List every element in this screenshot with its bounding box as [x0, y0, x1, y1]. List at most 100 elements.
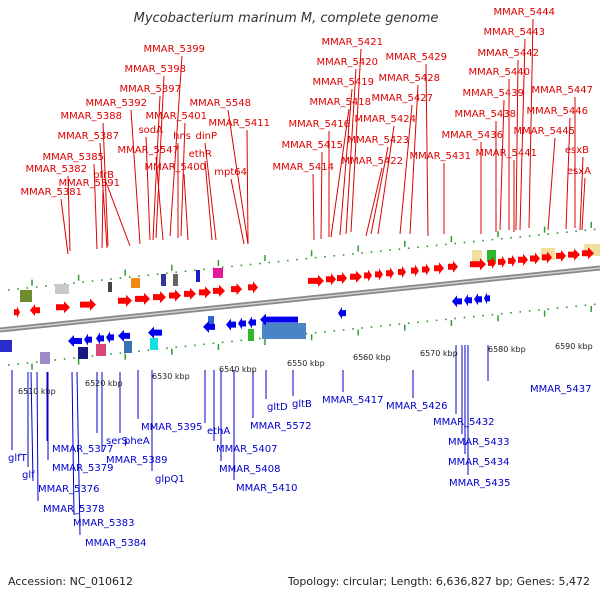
gene-label-bfrb[interactable]: bfrB	[93, 170, 114, 181]
gene-label-mmar-5424[interactable]: MMAR_5424	[355, 114, 417, 125]
reverse-gene-arrow[interactable]	[474, 293, 482, 306]
gene-label-mmar-5423[interactable]: MMAR_5423	[348, 135, 410, 146]
forward-gene-arrow[interactable]	[153, 291, 166, 304]
feature-block[interactable]	[208, 316, 214, 328]
gene-label-mmar-5429[interactable]: MMAR_5429	[386, 52, 448, 63]
forward-gene-arrow[interactable]	[135, 292, 150, 305]
forward-gene-arrow[interactable]	[448, 260, 458, 273]
forward-gene-arrow[interactable]	[582, 247, 594, 260]
reverse-gene-arrow[interactable]	[464, 294, 472, 307]
gene-label-mmar-5383[interactable]: MMAR_5383	[73, 518, 135, 529]
gene-label-mmar-5401[interactable]: MMAR_5401	[146, 111, 208, 122]
gene-label-mmar-5447[interactable]: MMAR_5447	[532, 85, 594, 96]
forward-gene-arrow[interactable]	[30, 304, 40, 317]
gene-label-mmar-5411[interactable]: MMAR_5411	[209, 118, 271, 129]
reverse-gene-arrow[interactable]	[96, 332, 104, 345]
forward-gene-arrow[interactable]	[248, 281, 258, 294]
gene-label-mmar-5440[interactable]: MMAR_5440	[469, 67, 531, 78]
reverse-gene-arrow[interactable]	[68, 335, 82, 348]
reverse-gene-arrow[interactable]	[226, 318, 236, 331]
gene-label-mmar-5572[interactable]: MMAR_5572	[250, 421, 312, 432]
gene-label-mmar-5422[interactable]: MMAR_5422	[342, 156, 404, 167]
gene-label-soda[interactable]: sodA	[138, 125, 163, 136]
gene-label-mmar-5427[interactable]: MMAR_5427	[372, 93, 434, 104]
gene-label-mmar-5399[interactable]: MMAR_5399	[144, 44, 206, 55]
gene-label-mmar-5392[interactable]: MMAR_5392	[86, 98, 148, 109]
gene-label-mmar-5441[interactable]: MMAR_5441	[476, 148, 538, 159]
feature-block[interactable]	[108, 282, 112, 292]
forward-gene-arrow[interactable]	[350, 270, 362, 283]
gene-label-glf[interactable]: glf	[22, 470, 35, 481]
forward-gene-arrow[interactable]	[326, 273, 336, 286]
reverse-gene-arrow[interactable]	[118, 329, 130, 342]
gene-label-mmar-5433[interactable]: MMAR_5433	[448, 437, 510, 448]
reverse-gene-arrow[interactable]	[260, 313, 298, 326]
gene-label-mmar-5431[interactable]: MMAR_5431	[410, 151, 472, 162]
gene-label-mmar-5395[interactable]: MMAR_5395	[141, 422, 203, 433]
gene-label-mmar-5442[interactable]: MMAR_5442	[478, 48, 540, 59]
gene-label-mmar-5391[interactable]: MMAR_5391	[59, 178, 121, 189]
gene-label-mmar-5415[interactable]: MMAR_5415	[282, 140, 344, 151]
feature-block[interactable]	[248, 329, 254, 341]
feature-block[interactable]	[196, 270, 200, 282]
feature-block[interactable]	[262, 323, 306, 339]
gene-label-mmar-5410[interactable]: MMAR_5410	[236, 483, 298, 494]
forward-gene-arrow[interactable]	[498, 255, 506, 268]
gene-label-mmar-5378[interactable]: MMAR_5378	[43, 504, 105, 515]
feature-block[interactable]	[131, 278, 140, 288]
feature-block[interactable]	[0, 340, 12, 352]
gene-label-mmar-5417[interactable]: MMAR_5417	[322, 395, 384, 406]
gene-label-mmar-5428[interactable]: MMAR_5428	[379, 73, 441, 84]
gene-label-mmar-5419[interactable]: MMAR_5419	[313, 77, 375, 88]
forward-gene-arrow[interactable]	[386, 267, 394, 280]
forward-gene-arrow[interactable]	[488, 256, 496, 269]
gene-label-mmar-5435[interactable]: MMAR_5435	[449, 478, 511, 489]
forward-gene-arrow[interactable]	[530, 252, 540, 265]
forward-gene-arrow[interactable]	[118, 294, 132, 307]
gene-label-mmar-5437[interactable]: MMAR_5437	[530, 384, 592, 395]
reverse-gene-arrow[interactable]	[203, 320, 215, 333]
reverse-gene-arrow[interactable]	[248, 316, 256, 329]
gene-label-mmar-5381[interactable]: MMAR_5381	[21, 187, 83, 198]
gene-label-mmar-5434[interactable]: MMAR_5434	[448, 457, 510, 468]
gene-label-mmar-5446[interactable]: MMAR_5446	[527, 106, 589, 117]
gene-label-mmar-5547[interactable]: MMAR_5547	[118, 145, 180, 156]
gene-label-mmar-5388[interactable]: MMAR_5388	[61, 111, 123, 122]
gene-label-dinp[interactable]: dinP	[196, 131, 218, 142]
gene-label-mmar-5379[interactable]: MMAR_5379	[52, 463, 114, 474]
gene-label-mpt64[interactable]: mpt64	[214, 167, 247, 178]
gene-label-mmar-5445[interactable]: MMAR_5445	[514, 126, 576, 137]
gene-label-mmar-5382[interactable]: MMAR_5382	[26, 164, 88, 175]
gene-label-mmar-5398[interactable]: MMAR_5398	[125, 64, 187, 75]
gene-label-mmar-5438[interactable]: MMAR_5438	[455, 109, 517, 120]
gene-label-mmar-5384[interactable]: MMAR_5384	[85, 538, 147, 549]
feature-block[interactable]	[173, 274, 178, 286]
reverse-gene-arrow[interactable]	[484, 292, 490, 305]
reverse-gene-arrow[interactable]	[148, 326, 162, 339]
forward-gene-arrow[interactable]	[337, 272, 347, 285]
feature-block[interactable]	[78, 347, 88, 359]
reverse-gene-arrow[interactable]	[84, 333, 92, 346]
forward-gene-arrow[interactable]	[411, 264, 419, 277]
reverse-gene-arrow[interactable]	[452, 295, 462, 308]
forward-gene-arrow[interactable]	[364, 269, 372, 282]
forward-gene-arrow[interactable]	[518, 253, 528, 266]
gene-label-mmar-5408[interactable]: MMAR_5408	[219, 464, 281, 475]
gene-label-mmar-5443[interactable]: MMAR_5443	[484, 27, 546, 38]
gene-label-mmar-5385[interactable]: MMAR_5385	[43, 152, 105, 163]
forward-gene-arrow[interactable]	[199, 286, 211, 299]
feature-block[interactable]	[96, 344, 106, 356]
gene-label-mmar-5397[interactable]: MMAR_5397	[120, 84, 182, 95]
forward-gene-arrow[interactable]	[542, 251, 552, 264]
forward-gene-arrow[interactable]	[398, 266, 406, 279]
gene-label-glft[interactable]: glfT	[8, 453, 28, 464]
feature-block[interactable]	[213, 268, 223, 278]
forward-gene-arrow[interactable]	[184, 287, 196, 300]
forward-gene-arrow[interactable]	[508, 254, 516, 267]
gene-label-mmar-5432[interactable]: MMAR_5432	[433, 417, 495, 428]
gene-label-sers[interactable]: serS	[106, 436, 128, 447]
gene-label-mmar-5407[interactable]: MMAR_5407	[216, 444, 278, 455]
gene-label-mmar-5389[interactable]: MMAR_5389	[106, 455, 168, 466]
gene-label-phea[interactable]: pheA	[124, 436, 150, 447]
gene-label-hns[interactable]: hns	[173, 131, 191, 142]
